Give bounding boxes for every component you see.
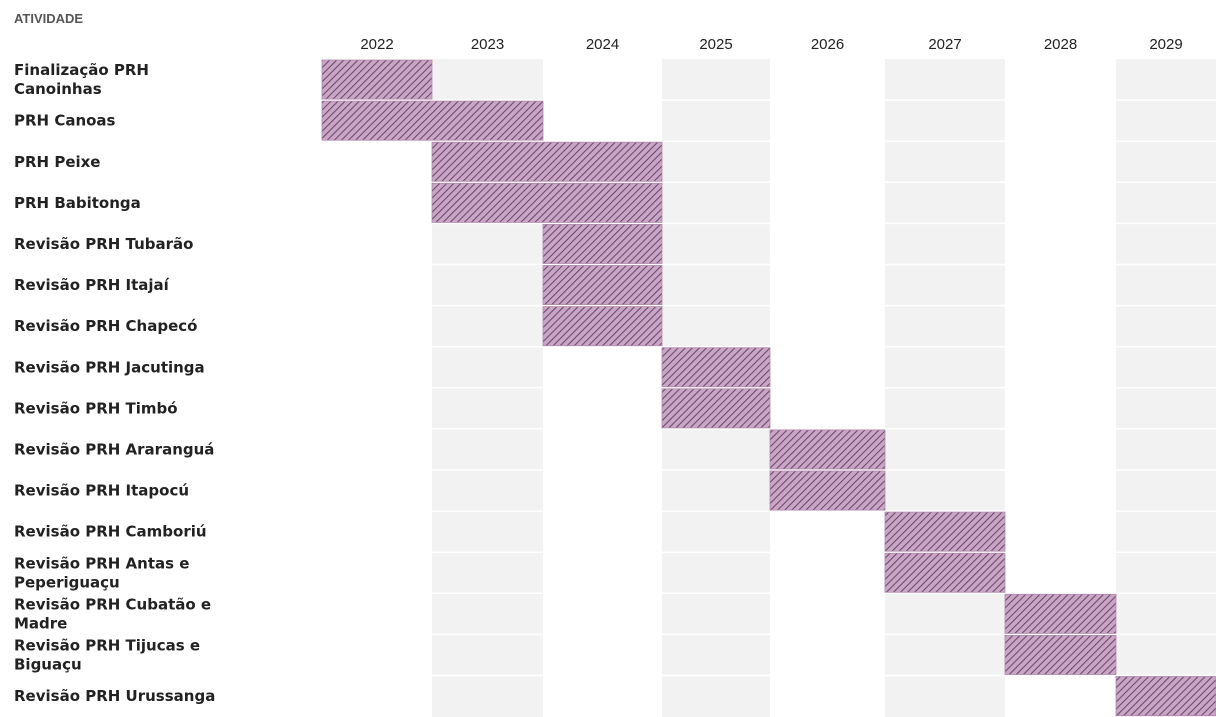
task-label: PRH Canoas <box>14 112 116 130</box>
task-label: Canoinhas <box>14 80 102 98</box>
task-bars <box>321 59 1216 716</box>
task-bar <box>661 388 771 429</box>
year-label-2027: 2027 <box>928 36 961 53</box>
task-label: Revisão PRH Araranguá <box>14 440 214 458</box>
task-label: Madre <box>14 614 67 632</box>
year-label-2022: 2022 <box>360 36 393 53</box>
task-label: Biguaçu <box>14 655 82 673</box>
task-bar <box>431 182 663 223</box>
task-bar <box>1004 593 1117 634</box>
task-label: Revisão PRH Antas e <box>14 554 189 572</box>
task-bar <box>542 223 663 264</box>
task-bar <box>884 552 1006 593</box>
year-label-2029: 2029 <box>1149 36 1182 53</box>
task-label: Revisão PRH Tijucas e <box>14 636 200 654</box>
year-label-2023: 2023 <box>471 36 504 53</box>
task-label: Revisão PRH Cubatão e <box>14 595 211 613</box>
task-bar <box>884 511 1006 552</box>
task-label: Revisão PRH Chapecó <box>14 317 197 335</box>
task-label: Finalização PRH <box>14 61 149 79</box>
task-bar <box>542 306 663 347</box>
task-label: Revisão PRH Tubarão <box>14 235 194 253</box>
task-bar <box>1115 676 1216 716</box>
task-bar <box>542 265 663 305</box>
row-separators <box>322 99 1216 677</box>
task-label: Revisão PRH Itajaí <box>14 276 170 294</box>
task-label: PRH Peixe <box>14 153 100 171</box>
task-label: Revisão PRH Urussanga <box>14 687 215 705</box>
year-labels: 2022 2023 2024 2025 2026 2027 2028 2029 <box>360 36 1182 53</box>
task-bar <box>769 470 886 511</box>
year-label-2024: 2024 <box>586 36 619 53</box>
task-label: Peperiguaçu <box>14 573 120 591</box>
task-bar <box>321 59 433 100</box>
header-label: ATIVIDADE <box>14 11 83 26</box>
task-bar <box>1004 635 1117 675</box>
task-bar <box>431 141 663 182</box>
task-label: Revisão PRH Itapocú <box>14 482 189 500</box>
task-bar <box>321 100 544 141</box>
task-label: Revisão PRH Timbó <box>14 399 178 417</box>
task-label: PRH Babitonga <box>14 194 141 212</box>
task-bar <box>769 429 886 470</box>
year-label-2026: 2026 <box>811 36 844 53</box>
task-label: Revisão PRH Camboriú <box>14 523 207 541</box>
task-label: Revisão PRH Jacutinga <box>14 358 205 376</box>
year-label-2028: 2028 <box>1044 36 1077 53</box>
year-label-2025: 2025 <box>699 36 732 53</box>
task-bar <box>661 347 771 388</box>
